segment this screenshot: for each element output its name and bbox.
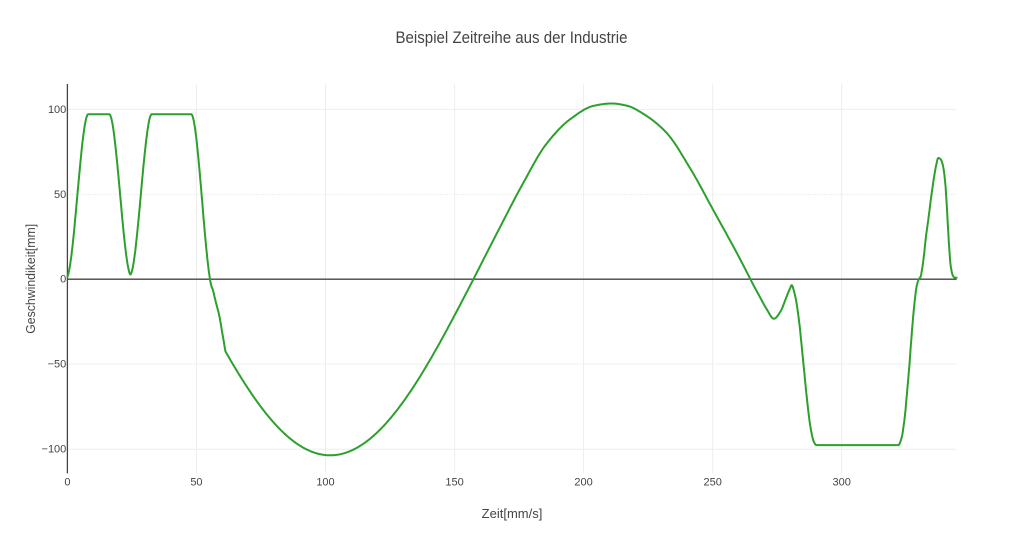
svg-text:−50: −50 — [48, 359, 67, 371]
svg-text:0: 0 — [64, 476, 70, 488]
svg-text:50: 50 — [54, 189, 66, 201]
svg-text:0: 0 — [60, 274, 66, 286]
svg-text:300: 300 — [833, 476, 851, 488]
svg-text:150: 150 — [445, 476, 463, 488]
svg-text:50: 50 — [190, 476, 202, 488]
svg-text:200: 200 — [574, 476, 592, 488]
svg-text:Geschwindikeit[mm]: Geschwindikeit[mm] — [23, 224, 38, 334]
svg-text:−100: −100 — [42, 443, 67, 455]
svg-text:Beispiel Zeitreihe aus der Ind: Beispiel Zeitreihe aus der Industrie — [396, 28, 628, 47]
svg-text:Zeit[mm/s]: Zeit[mm/s] — [482, 506, 543, 521]
svg-text:250: 250 — [703, 476, 721, 488]
svg-text:100: 100 — [316, 476, 334, 488]
svg-text:100: 100 — [48, 104, 66, 116]
